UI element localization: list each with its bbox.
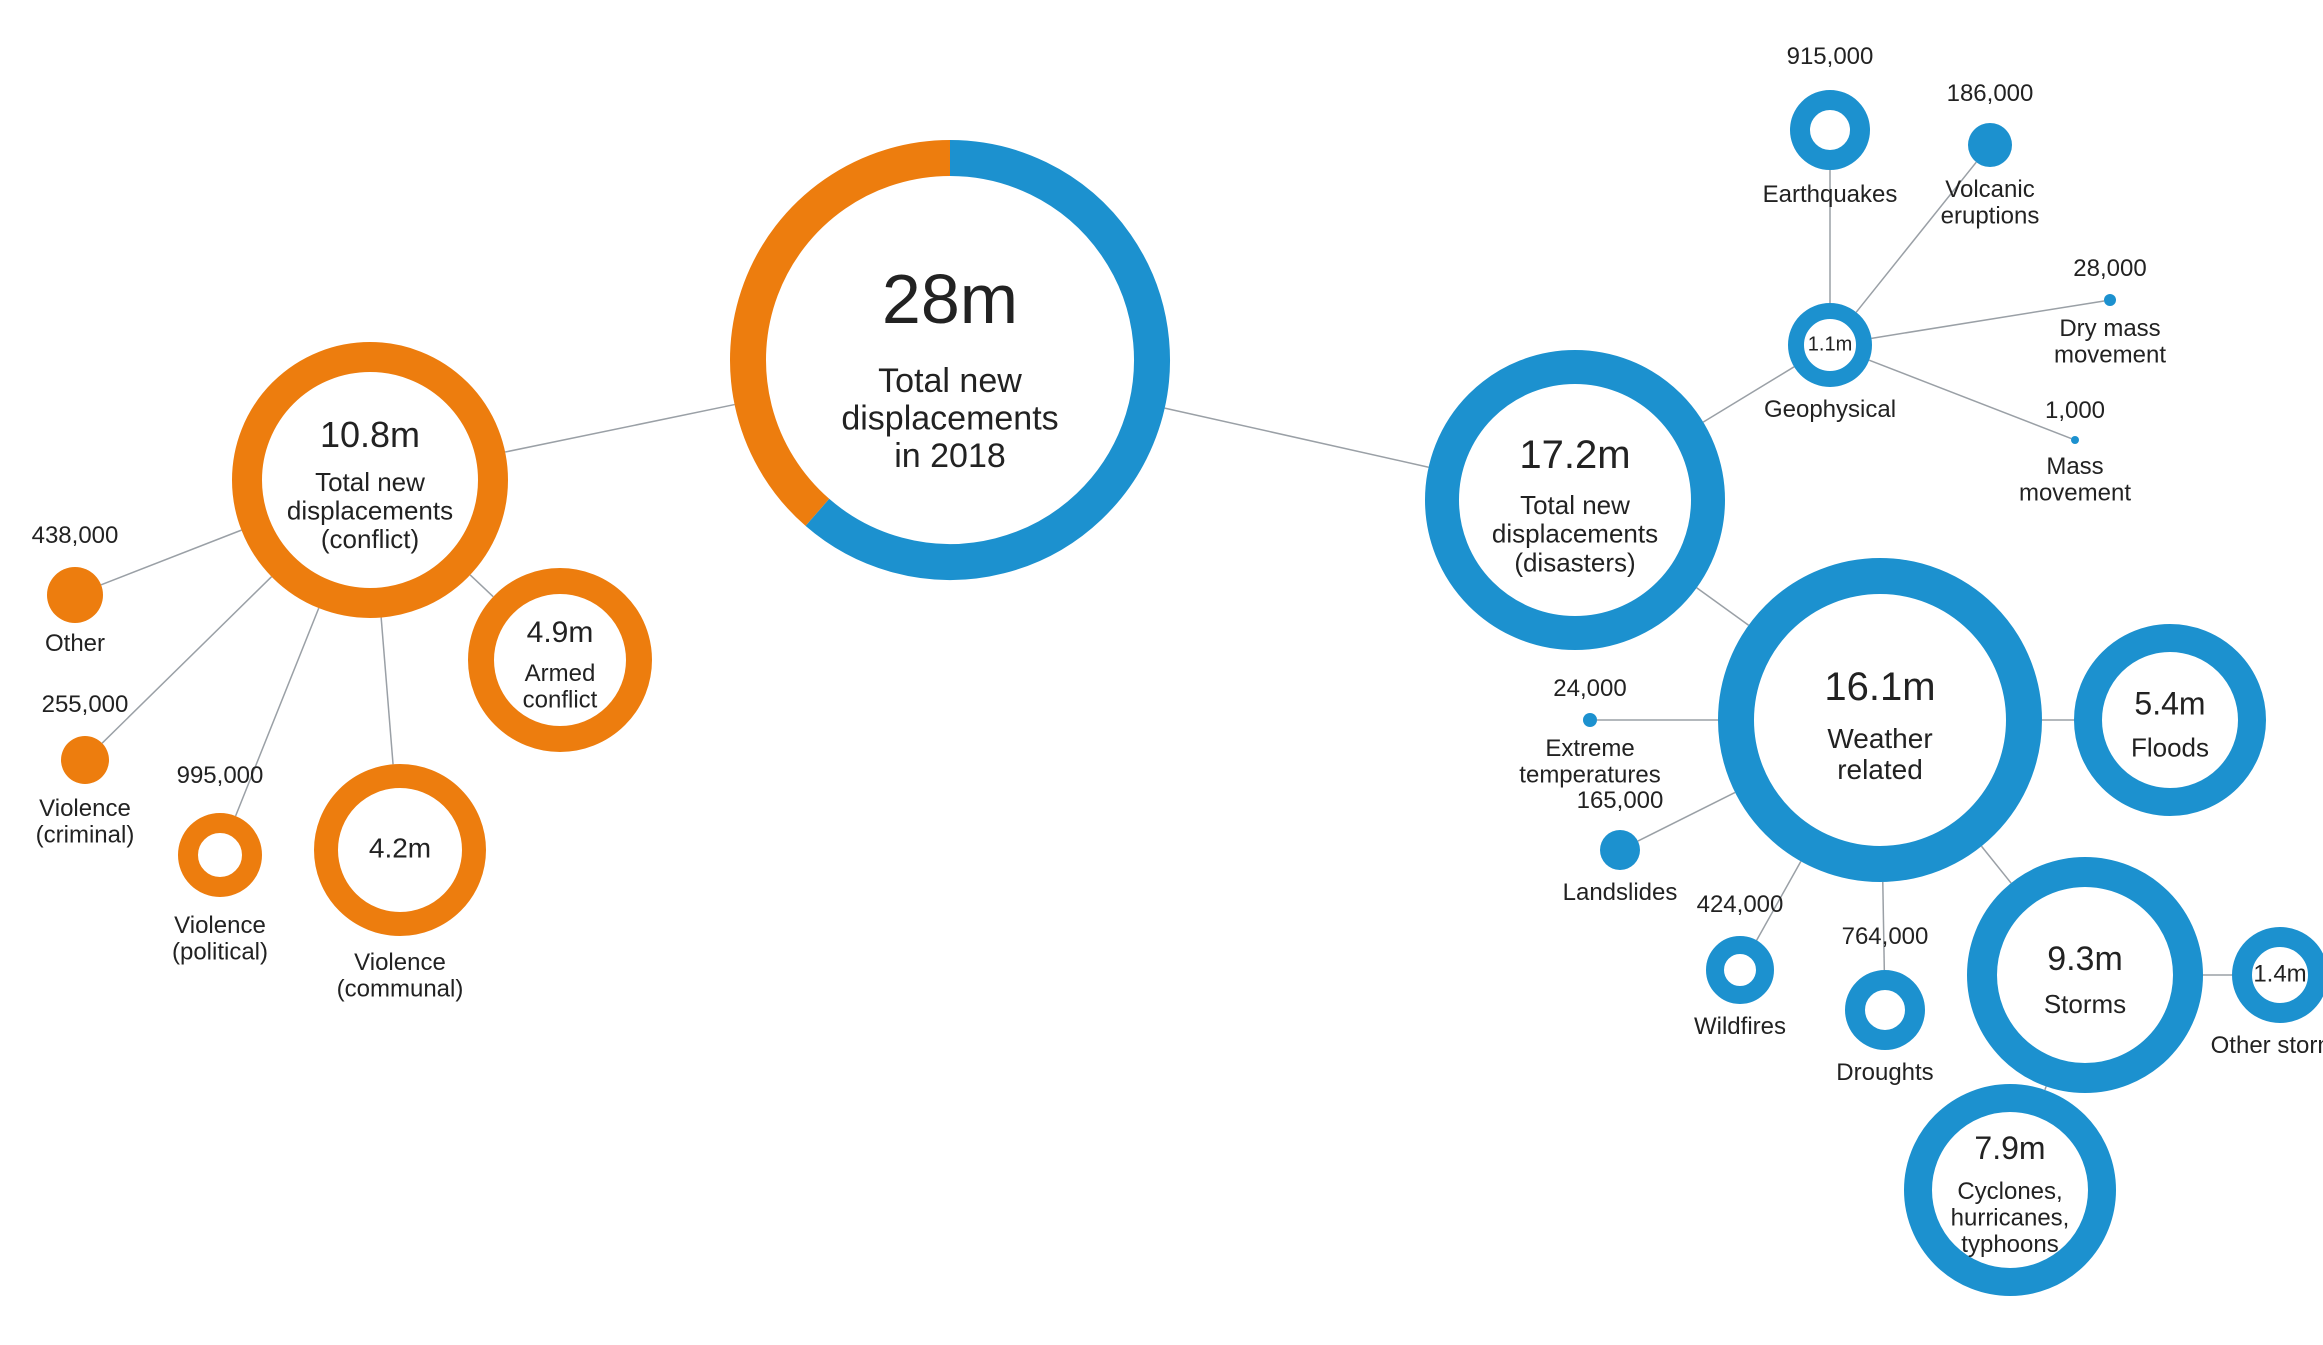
edge-disasters-weather: [1697, 588, 1749, 625]
node-mass_movement-dot: [2071, 436, 2079, 444]
node-volcanic: [1968, 123, 2012, 167]
edge-conflict-violence_communal: [381, 618, 393, 765]
node-dry_mass-above_label: 28,000: [2073, 255, 2146, 282]
node-violence_political-ring: [188, 823, 252, 887]
node-cyclones-label: Cyclones,hurricanes,typhoons: [1951, 1178, 2070, 1258]
node-violence_political-below_label: Violence(political): [172, 912, 268, 965]
node-other-above_label: 438,000: [32, 522, 119, 549]
node-violence_criminal: [61, 736, 109, 784]
node-geophysical-below_label: Geophysical: [1764, 396, 1896, 423]
edge-conflict-armed_conflict: [470, 575, 493, 597]
node-extreme_temp-above_label: 24,000: [1553, 675, 1626, 702]
node-total: [748, 158, 1152, 562]
node-other: [47, 567, 103, 623]
diagram-canvas: 28mTotal newdisplacementsin 201810.8mTot…: [0, 0, 2323, 1345]
node-conflict-value: 10.8m: [320, 414, 420, 455]
edge-weather-storms: [1982, 846, 2012, 883]
node-violence_criminal-above_label: 255,000: [42, 691, 129, 718]
node-dry_mass-dot: [2104, 294, 2116, 306]
node-volcanic-below_label: Volcaniceruptions: [1941, 176, 2040, 229]
node-droughts-above_label: 764,000: [1842, 923, 1929, 950]
node-wildfires-above_label: 424,000: [1697, 891, 1784, 918]
node-armed_conflict-value: 4.9m: [527, 616, 594, 649]
edge-geophysical-mass_movement: [1869, 360, 2071, 438]
node-earthquakes: [1800, 100, 1860, 160]
node-dry_mass-below_label: Dry massmovement: [2054, 315, 2166, 368]
node-other_storms-value: 1.4m: [2253, 961, 2306, 988]
node-wildfires-ring: [1715, 945, 1765, 995]
node-droughts: [1855, 980, 1915, 1040]
node-violence_criminal-below_label: Violence(criminal): [36, 795, 135, 848]
node-violence_criminal-dot: [61, 736, 109, 784]
node-disasters-value: 17.2m: [1519, 433, 1630, 477]
node-weather-value: 16.1m: [1824, 665, 1935, 709]
node-mass_movement: [2071, 436, 2079, 444]
node-extreme_temp-below_label: Extremetemperatures: [1519, 735, 1660, 788]
node-earthquakes-ring: [1800, 100, 1860, 160]
node-landslides: [1600, 830, 1640, 870]
node-wildfires: [1715, 945, 1765, 995]
node-armed_conflict-label: Armedconflict: [523, 660, 598, 713]
node-storms-value: 9.3m: [2047, 940, 2123, 978]
node-total-value: 28m: [882, 260, 1018, 338]
node-weather: [1736, 576, 2024, 864]
node-violence_political-above_label: 995,000: [177, 762, 264, 789]
node-volcanic-dot: [1968, 123, 2012, 167]
edge-total-disasters: [1165, 408, 1429, 467]
displacement-bubble-diagram: 28mTotal newdisplacementsin 201810.8mTot…: [0, 0, 2323, 1345]
node-other_storms-below_label: Other storms: [2211, 1032, 2323, 1059]
node-landslides-above_label: 165,000: [1577, 787, 1664, 814]
node-mass_movement-below_label: Massmovement: [2019, 453, 2131, 506]
node-storms-label: Storms: [2044, 989, 2126, 1019]
node-geophysical-value: 1.1m: [1808, 334, 1852, 356]
node-other-dot: [47, 567, 103, 623]
node-other-below_label: Other: [45, 630, 105, 657]
edge-conflict-other: [101, 530, 241, 585]
node-dry_mass: [2104, 294, 2116, 306]
node-cyclones-value: 7.9m: [1974, 1130, 2045, 1166]
node-wildfires-below_label: Wildfires: [1694, 1013, 1786, 1040]
node-volcanic-above_label: 186,000: [1947, 80, 2034, 107]
edge-storms-cyclones: [2045, 1086, 2046, 1089]
node-landslides-below_label: Landslides: [1563, 879, 1678, 906]
node-extreme_temp: [1583, 713, 1597, 727]
node-violence_communal-value: 4.2m: [369, 833, 431, 864]
node-droughts-ring: [1855, 980, 1915, 1040]
edge-total-conflict: [505, 405, 734, 452]
node-extreme_temp-dot: [1583, 713, 1597, 727]
node-earthquakes-above_label: 915,000: [1787, 43, 1874, 70]
node-violence_communal-below_label: Violence(communal): [337, 949, 464, 1002]
node-weather-ring: [1736, 576, 2024, 864]
node-weather-label: Weatherrelated: [1827, 723, 1932, 785]
node-floods-label: Floods: [2131, 733, 2209, 763]
node-floods-value: 5.4m: [2134, 686, 2205, 722]
node-landslides-dot: [1600, 830, 1640, 870]
node-earthquakes-below_label: Earthquakes: [1763, 181, 1898, 208]
node-violence_political: [188, 823, 252, 887]
node-droughts-below_label: Droughts: [1836, 1059, 1933, 1086]
node-mass_movement-above_label: 1,000: [2045, 397, 2105, 424]
edge-conflict-violence_criminal: [102, 577, 271, 743]
